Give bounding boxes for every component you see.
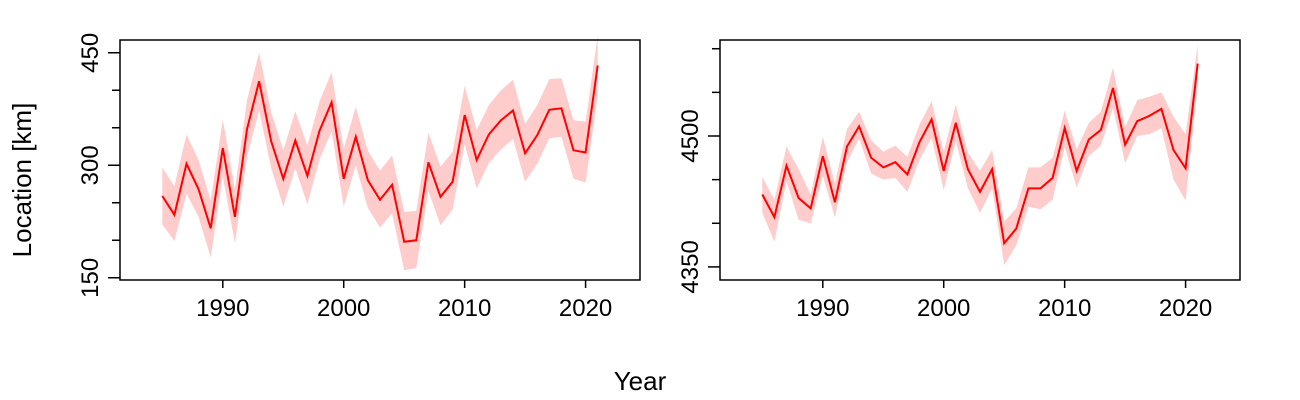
x-tick-label: 1990 <box>796 295 849 322</box>
x-tick-label: 2000 <box>317 295 370 322</box>
x-tick-label: 2020 <box>559 295 612 322</box>
x-tick-label: 1990 <box>196 295 249 322</box>
y-axis-title: Location [km] <box>7 103 37 258</box>
series-line <box>761 63 1199 246</box>
confidence-band <box>162 35 598 271</box>
x-axis-title: Year <box>614 366 667 396</box>
y-tick-label: 4500 <box>677 109 704 162</box>
x-tick-label: 2000 <box>917 295 970 322</box>
y-tick-label: 150 <box>77 258 104 298</box>
confidence-band <box>762 44 1198 266</box>
x-tick-label: 2010 <box>1038 295 1091 322</box>
panel-right: 1990 2000 2010 2020 4350 4500 <box>677 39 1241 322</box>
y-tick-label: 450 <box>77 33 104 73</box>
plot-frame <box>719 39 1241 281</box>
x-tick-label: 2010 <box>438 295 491 322</box>
y-tick-label: 4350 <box>677 240 704 293</box>
y-tick-label: 300 <box>77 145 104 185</box>
panel-left: 1990 2000 2010 2020 150 300 450 <box>77 33 641 322</box>
x-tick-label: 2020 <box>1159 295 1212 322</box>
plot-frame <box>119 39 641 281</box>
series-line <box>161 65 599 243</box>
